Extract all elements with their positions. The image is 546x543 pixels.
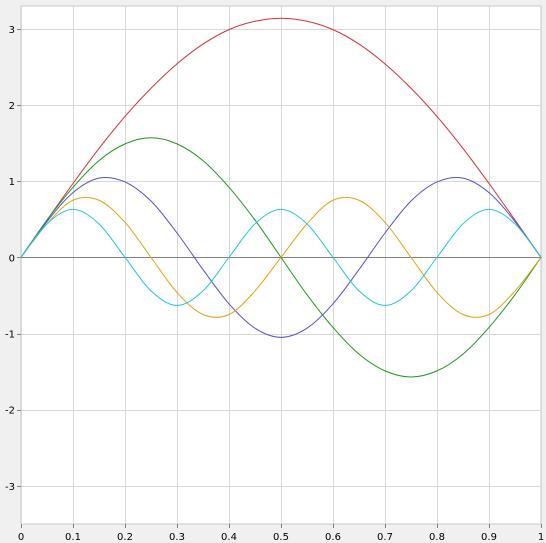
y-tick-label: -2 [5, 406, 15, 417]
y-tick-label: -3 [5, 482, 15, 493]
x-tick-label: 0.5 [273, 532, 289, 543]
x-tick-label: 0.1 [65, 532, 81, 543]
x-tick-label: 0.2 [117, 532, 133, 543]
y-tick-label: 3 [9, 25, 15, 36]
x-tick-label: 0.7 [377, 532, 393, 543]
x-tick-label: 0.6 [325, 532, 341, 543]
x-tick-label: 0.3 [169, 532, 185, 543]
y-tick-label: 2 [9, 101, 15, 112]
x-tick-label: 0.8 [429, 532, 445, 543]
y-tick-label: -1 [5, 330, 15, 341]
x-tick-label: 0 [18, 532, 24, 543]
y-tick-label: 1 [9, 177, 15, 188]
x-tick-label: 0.9 [481, 532, 497, 543]
x-tick-label: 1 [538, 532, 544, 543]
y-tick-label: 0 [9, 253, 15, 264]
x-tick-label: 0.4 [221, 532, 237, 543]
